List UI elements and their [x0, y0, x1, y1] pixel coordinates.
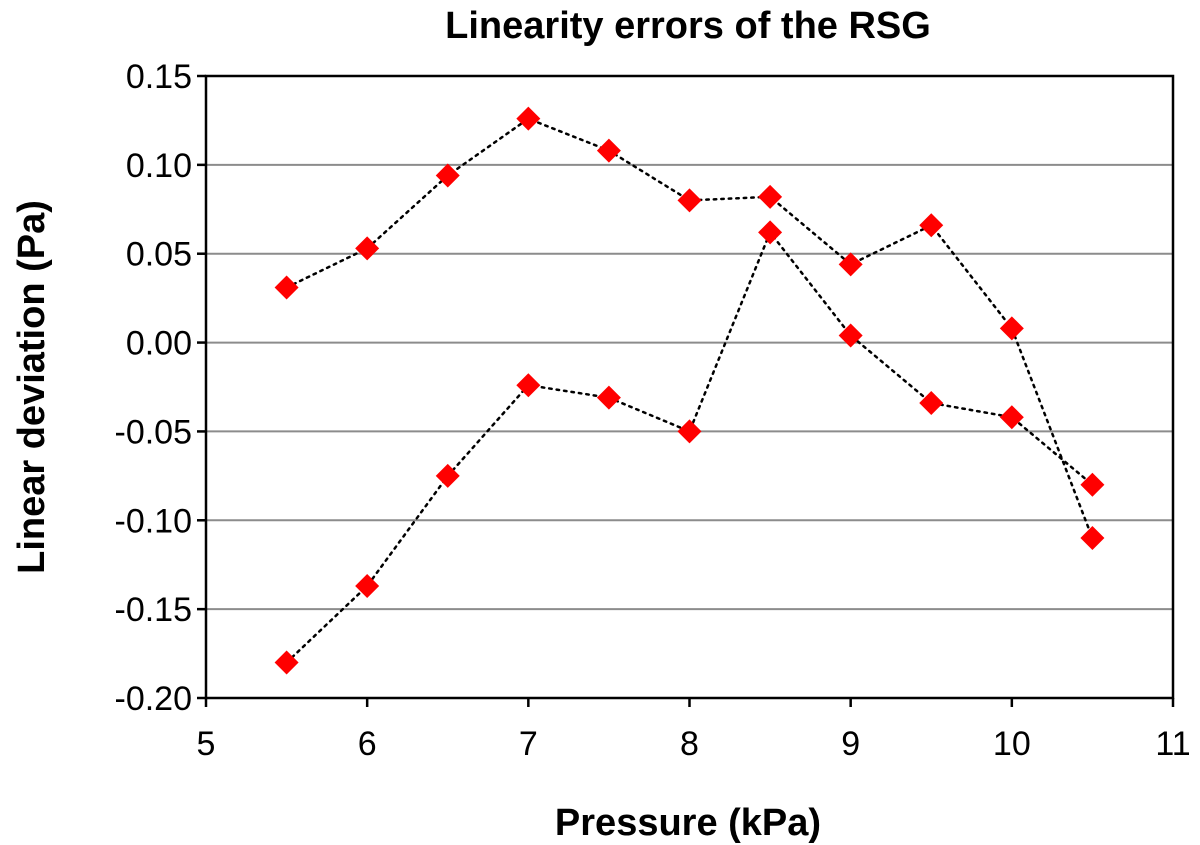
data-point — [999, 405, 1024, 430]
x-tick-label: 6 — [358, 725, 377, 763]
tick-layer: 0.15 0.10 0.05 0.00 -0.05 -0.10 -0.15 -0.205 6 7 8… — [115, 58, 1191, 763]
chart-title: Linearity errors of the RSG — [445, 5, 931, 47]
y-tick-label: 0.05 — [126, 236, 192, 274]
data-point — [838, 252, 863, 277]
data-point — [999, 316, 1024, 341]
data-point — [919, 390, 944, 415]
data-point — [274, 650, 299, 675]
x-tick-label: 8 — [680, 725, 699, 763]
x-tick-label: 11 — [1155, 725, 1190, 763]
x-tick-label: 7 — [519, 725, 538, 763]
plot-area — [204, 74, 1175, 700]
data-point — [516, 106, 541, 131]
series-markers — [274, 106, 1105, 675]
x-axis-label: Pressure (kPa) — [555, 802, 821, 844]
data-point — [355, 574, 380, 599]
data-point — [596, 385, 621, 410]
y-tick-label: -0.05 — [115, 413, 193, 451]
data-point — [355, 236, 380, 261]
x-tick-label: 9 — [841, 725, 860, 763]
data-point — [596, 138, 621, 163]
y-tick-label: -0.10 — [115, 502, 193, 540]
data-point — [758, 184, 783, 209]
x-tick-label: 10 — [993, 725, 1031, 763]
grid-layer — [206, 163, 1173, 611]
y-tick-label: 0.15 — [126, 58, 192, 96]
data-point — [677, 188, 702, 213]
data-point — [758, 220, 783, 245]
x-tick-label: 5 — [197, 725, 216, 763]
y-tick-label: -0.15 — [115, 591, 193, 629]
series-line-2 — [285, 229, 1094, 664]
y-tick-label: -0.20 — [115, 680, 193, 718]
data-point — [1080, 526, 1105, 551]
data-point — [435, 163, 460, 188]
series-line-1 — [285, 117, 1094, 540]
data-point — [677, 419, 702, 444]
data-point — [516, 373, 541, 398]
y-axis-label: Linear deviation (Pa) — [11, 200, 53, 574]
series-lines — [285, 117, 1094, 664]
data-point — [274, 275, 299, 300]
data-point — [435, 463, 460, 488]
data-point — [919, 213, 944, 238]
data-point — [838, 323, 863, 348]
y-tick-label: 0.10 — [126, 147, 192, 185]
data-point — [1080, 472, 1105, 497]
y-tick-label: 0.00 — [126, 325, 192, 363]
